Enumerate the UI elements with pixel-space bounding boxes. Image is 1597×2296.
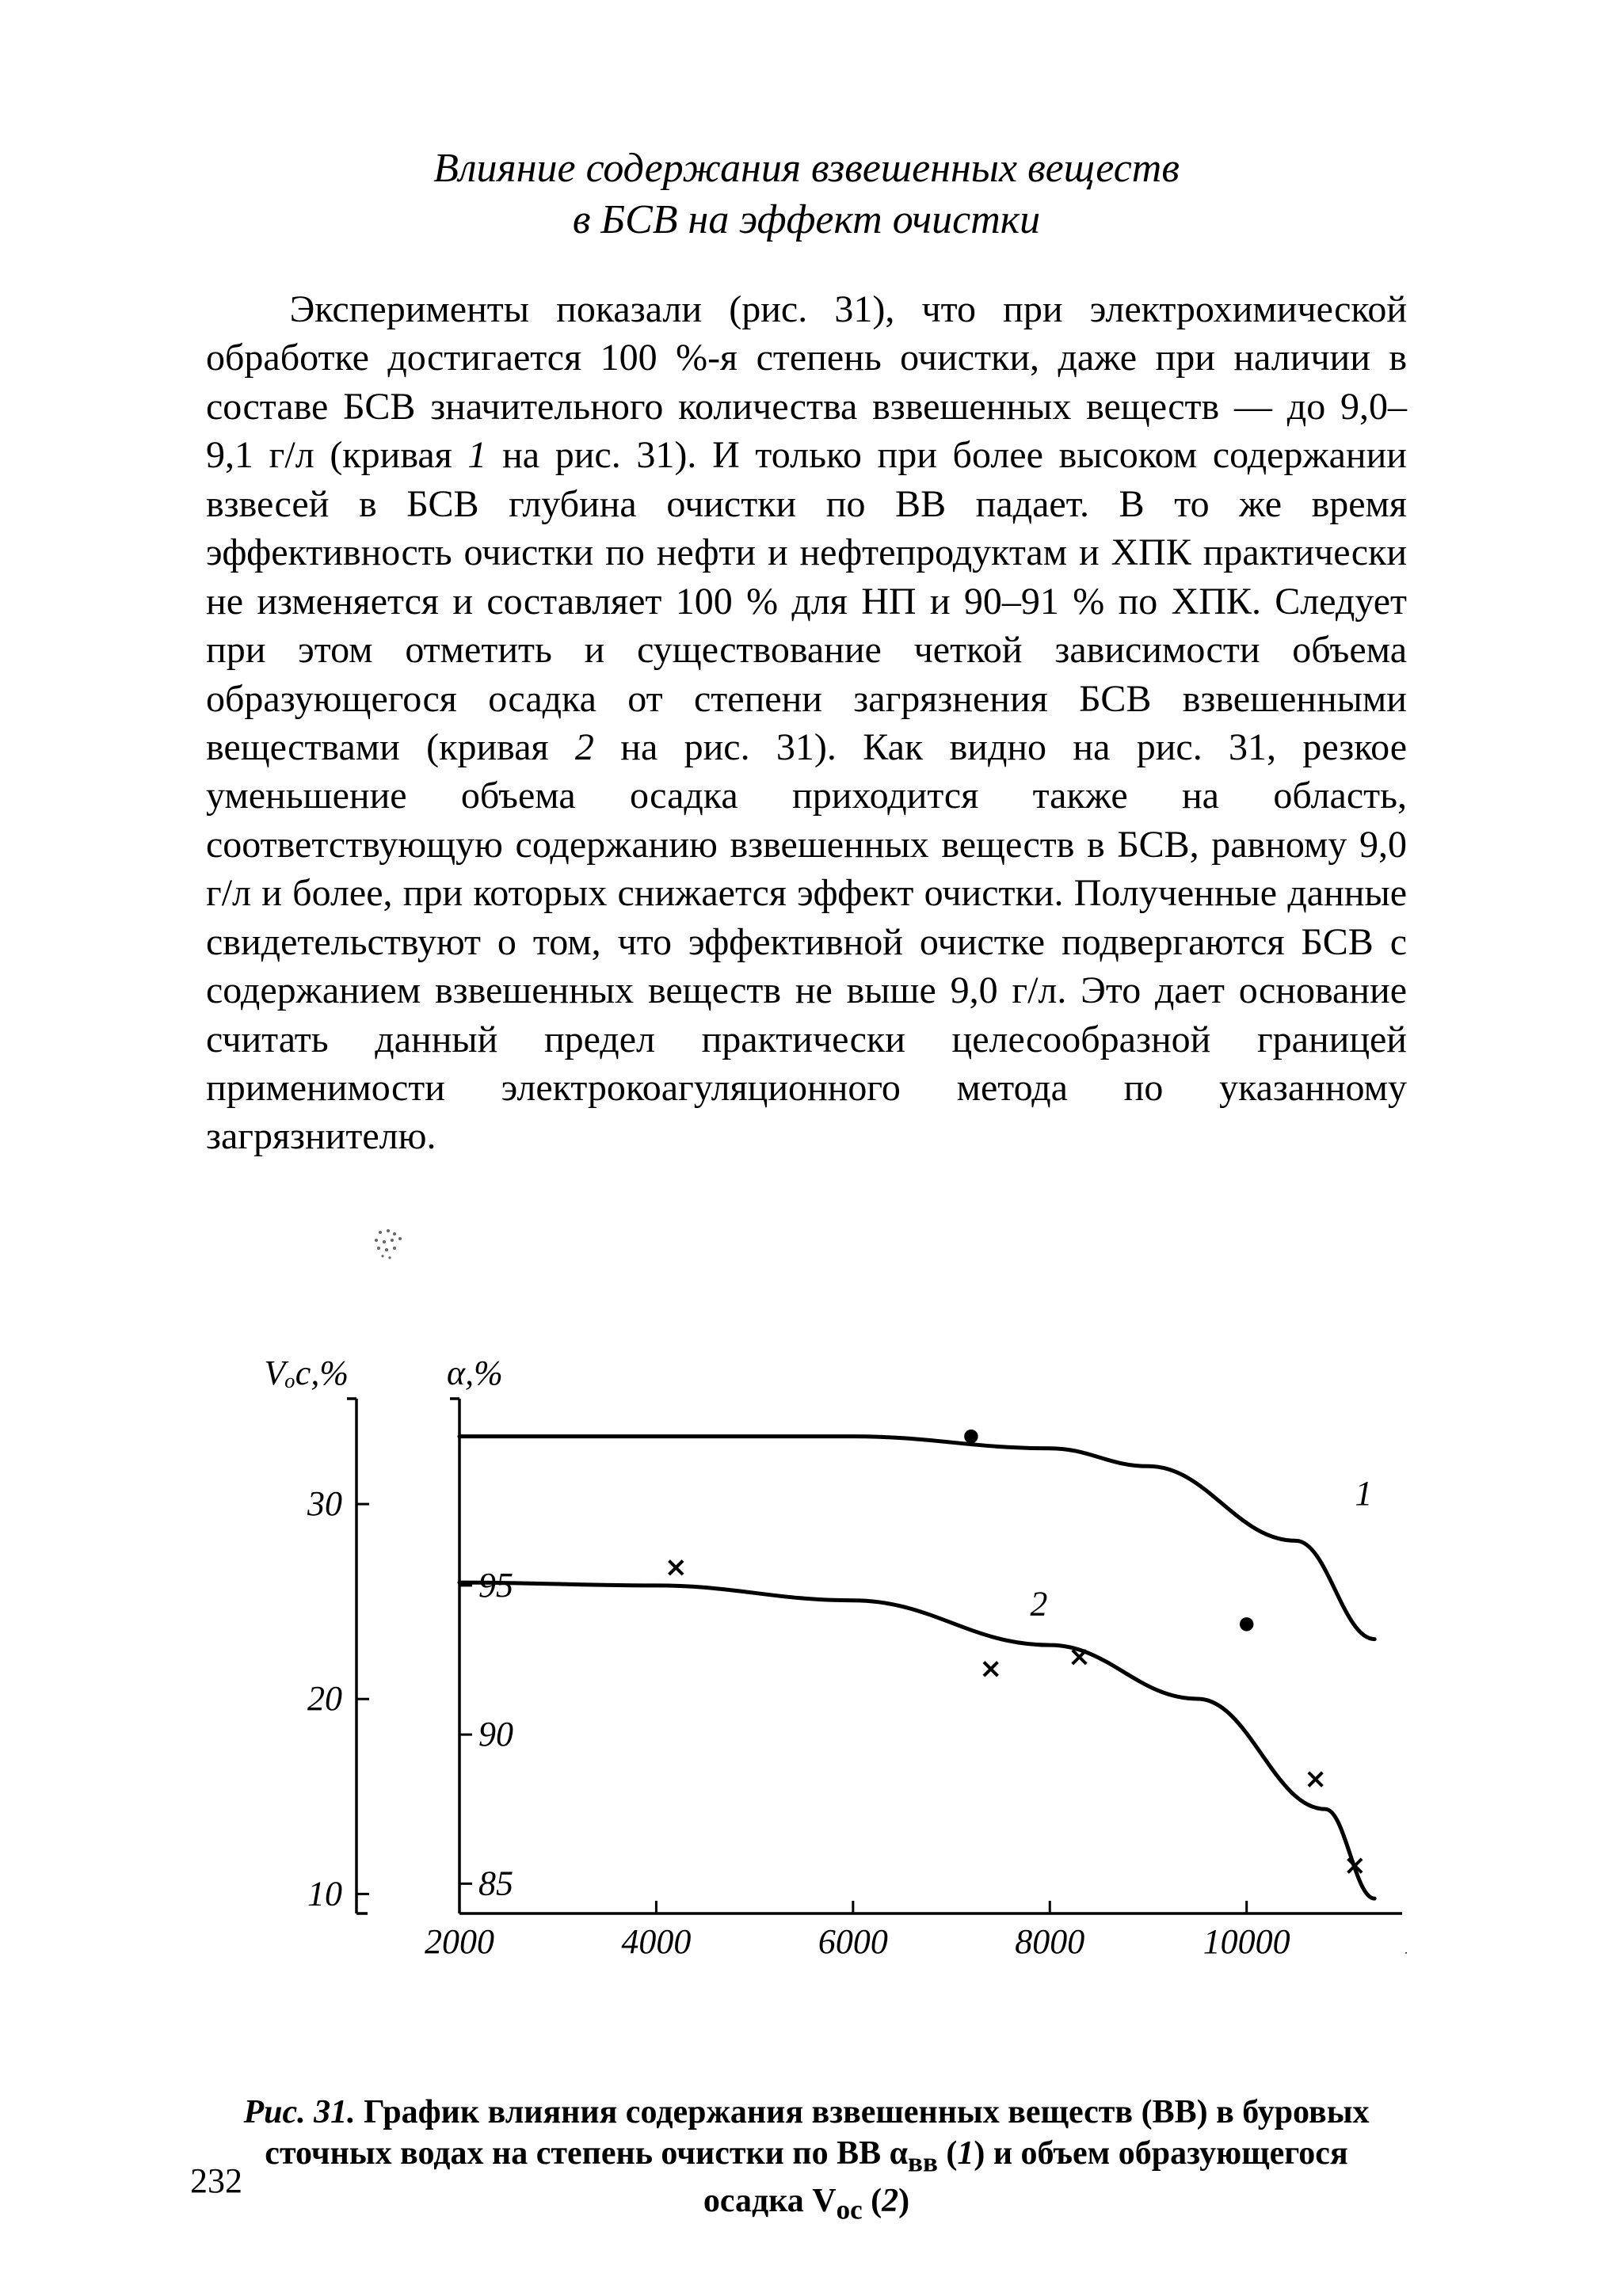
- svg-text:1: 1: [1355, 1474, 1372, 1513]
- svg-text:8000: 8000: [1015, 1922, 1084, 1961]
- svg-text:30: 30: [307, 1484, 342, 1523]
- svg-text:10000: 10000: [1203, 1922, 1290, 1961]
- figure-caption: Рис. 31. График влияния содержания взвеш…: [206, 2092, 1407, 2227]
- svg-text:10: 10: [307, 1874, 342, 1913]
- svg-text:95: 95: [478, 1566, 513, 1605]
- heading-line1: Влияние содержания взвешенных веществ: [433, 146, 1180, 191]
- chart: 10 20 30 85 90 95 2000 4000 6000 8000 10000 Vₒc,% α,…: [206, 1304, 1407, 2032]
- scan-artifact: [349, 1209, 428, 1272]
- svg-text:85: 85: [478, 1864, 513, 1902]
- svg-text:2: 2: [1030, 1584, 1047, 1623]
- svg-text:4000: 4000: [621, 1922, 691, 1961]
- svg-text:6000: 6000: [818, 1922, 888, 1961]
- svg-text:2000: 2000: [425, 1922, 494, 1961]
- svg-text:α,%: α,%: [447, 1354, 503, 1392]
- svg-text:ВВ, мг/л: ВВ, мг/л: [1405, 1922, 1407, 1961]
- figure-31: 10 20 30 85 90 95 2000 4000 6000 8000 10000 Vₒc,% α,…: [206, 1209, 1407, 2080]
- section-heading: Влияние содержания взвешенных веществ в …: [206, 143, 1407, 246]
- svg-text:Vₒc,%: Vₒc,%: [264, 1354, 349, 1392]
- heading-line2: в БСВ на эффект очистки: [573, 197, 1040, 242]
- svg-text:20: 20: [307, 1679, 342, 1718]
- page-number: 232: [190, 2161, 242, 2201]
- body-paragraph: Эксперименты показали (рис. 31), что при…: [206, 285, 1407, 1161]
- svg-text:90: 90: [478, 1715, 513, 1753]
